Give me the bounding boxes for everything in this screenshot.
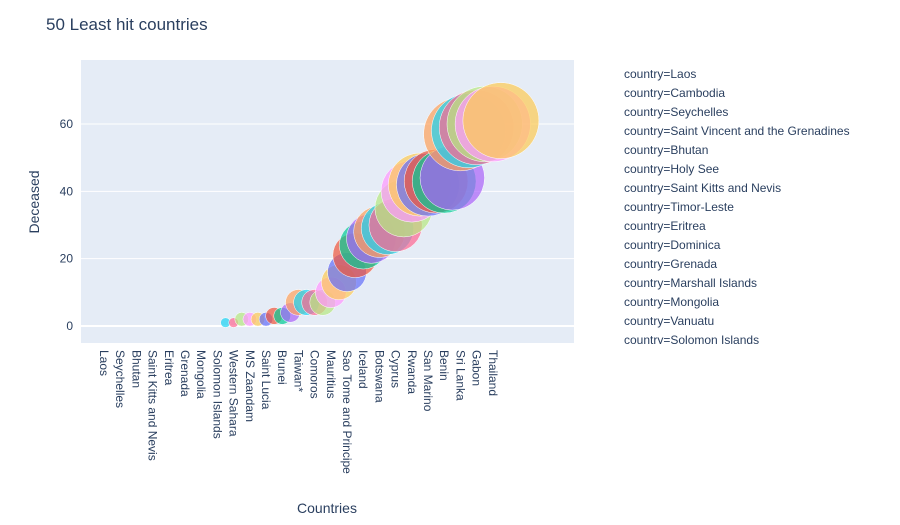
legend-item[interactable]: country=Solomon Islands — [624, 333, 759, 347]
x-tick-label: Western Sahara — [227, 350, 241, 437]
legend-label: country=Eritrea — [624, 219, 706, 233]
x-tick-label: Saint Lucia — [259, 350, 273, 410]
x-tick-label: Comoros — [308, 350, 322, 399]
legend-label: country=Solomon Islands — [624, 333, 759, 347]
legend-item[interactable]: country=Vanuatu — [624, 314, 714, 328]
x-tick-label: Saint Kitts and Nevis — [146, 350, 160, 461]
legend-label: country=Timor-Leste — [624, 200, 734, 214]
legend-item[interactable]: country=Grenada — [624, 257, 717, 271]
x-tick-label: Sri Lanka — [453, 350, 467, 401]
legend-item[interactable]: country=Mongolia — [624, 295, 719, 309]
legend-item[interactable]: country=Seychelles — [624, 105, 728, 119]
legend-item[interactable]: country=Bhutan — [624, 143, 708, 157]
x-tick-label: Seychelles — [113, 350, 127, 408]
legend-label: country=Holy See — [624, 162, 719, 176]
chart-title: 50 Least hit countries — [46, 15, 208, 34]
x-tick-label: Cyprus — [389, 350, 403, 388]
y-tick-labels: 0 20 40 60 — [60, 117, 74, 333]
legend-item[interactable]: country=Laos — [624, 67, 696, 81]
bubble-malta[interactable] — [462, 82, 540, 159]
legend-label: country=Grenada — [624, 257, 717, 271]
y-tick-label: 20 — [60, 252, 74, 266]
legend-label: country=Mongolia — [624, 295, 719, 309]
legend-item[interactable]: country=Cambodia — [624, 86, 725, 100]
legend-label: country=Cambodia — [624, 86, 725, 100]
y-gridlines — [81, 123, 574, 327]
legend-item[interactable]: country=Eritrea — [624, 219, 706, 233]
legend-label: country=Saint Kitts and Nevis — [624, 181, 781, 195]
x-tick-label: Taiwan* — [291, 350, 305, 392]
legend[interactable]: country=Laos country=Cambodia country=Seyc… — [624, 67, 850, 347]
y-tick-label: 60 — [60, 117, 74, 131]
x-tick-label: Rwanda — [405, 350, 419, 394]
legend-item[interactable]: country=Saint Vincent and the Grenadines — [624, 124, 850, 138]
bubbles — [220, 82, 540, 328]
legend-item[interactable]: country=Holy See — [624, 162, 719, 176]
x-tick-label: Bhutan — [129, 350, 143, 388]
legend-label: country=Saint Vincent and the Grenadines — [624, 124, 850, 138]
x-tick-labels: Laos Seychelles Bhutan Saint Kitts and Nevi… — [97, 350, 500, 474]
x-tick-label: Thailand — [486, 350, 500, 396]
legend-item[interactable]: country=Timor-Leste — [624, 200, 734, 214]
x-tick-label: Botswana — [372, 350, 386, 403]
x-tick-label: Eritrea — [162, 350, 176, 386]
y-tick-label: 0 — [66, 319, 73, 333]
legend-label: country=Marshall Islands — [624, 276, 757, 290]
x-tick-label: Laos — [97, 350, 111, 376]
x-tick-label: Solomon Islands — [210, 350, 224, 439]
legend-item[interactable]: country=Marshall Islands — [624, 276, 757, 290]
x-tick-label: MS Zaandam — [243, 350, 257, 422]
x-tick-label: Brunei — [275, 350, 289, 385]
legend-label: country=Vanuatu — [624, 314, 714, 328]
y-tick-label: 40 — [60, 184, 74, 198]
x-tick-label: Iceland — [356, 350, 370, 389]
x-tick-label: Mongolia — [194, 350, 208, 399]
x-tick-label: Mauritius — [324, 350, 338, 399]
x-tick-label: Grenada — [178, 350, 192, 397]
legend-item[interactable]: country=Dominica — [624, 238, 721, 252]
x-tick-label: Benin — [437, 350, 451, 381]
legend-label: country=Seychelles — [624, 105, 728, 119]
legend-label: country=Bhutan — [624, 143, 708, 157]
x-tick-label: Sao Tome and Principe — [340, 350, 354, 474]
x-tick-label: Gabon — [470, 350, 484, 386]
x-tick-label: San Marino — [421, 350, 435, 412]
y-axis-title: Deceased — [26, 170, 42, 233]
legend-label: country=Laos — [624, 67, 696, 81]
legend-label: country=Dominica — [624, 238, 721, 252]
legend-item[interactable]: country=Saint Kitts and Nevis — [624, 181, 781, 195]
x-axis-title: Countries — [297, 500, 357, 516]
